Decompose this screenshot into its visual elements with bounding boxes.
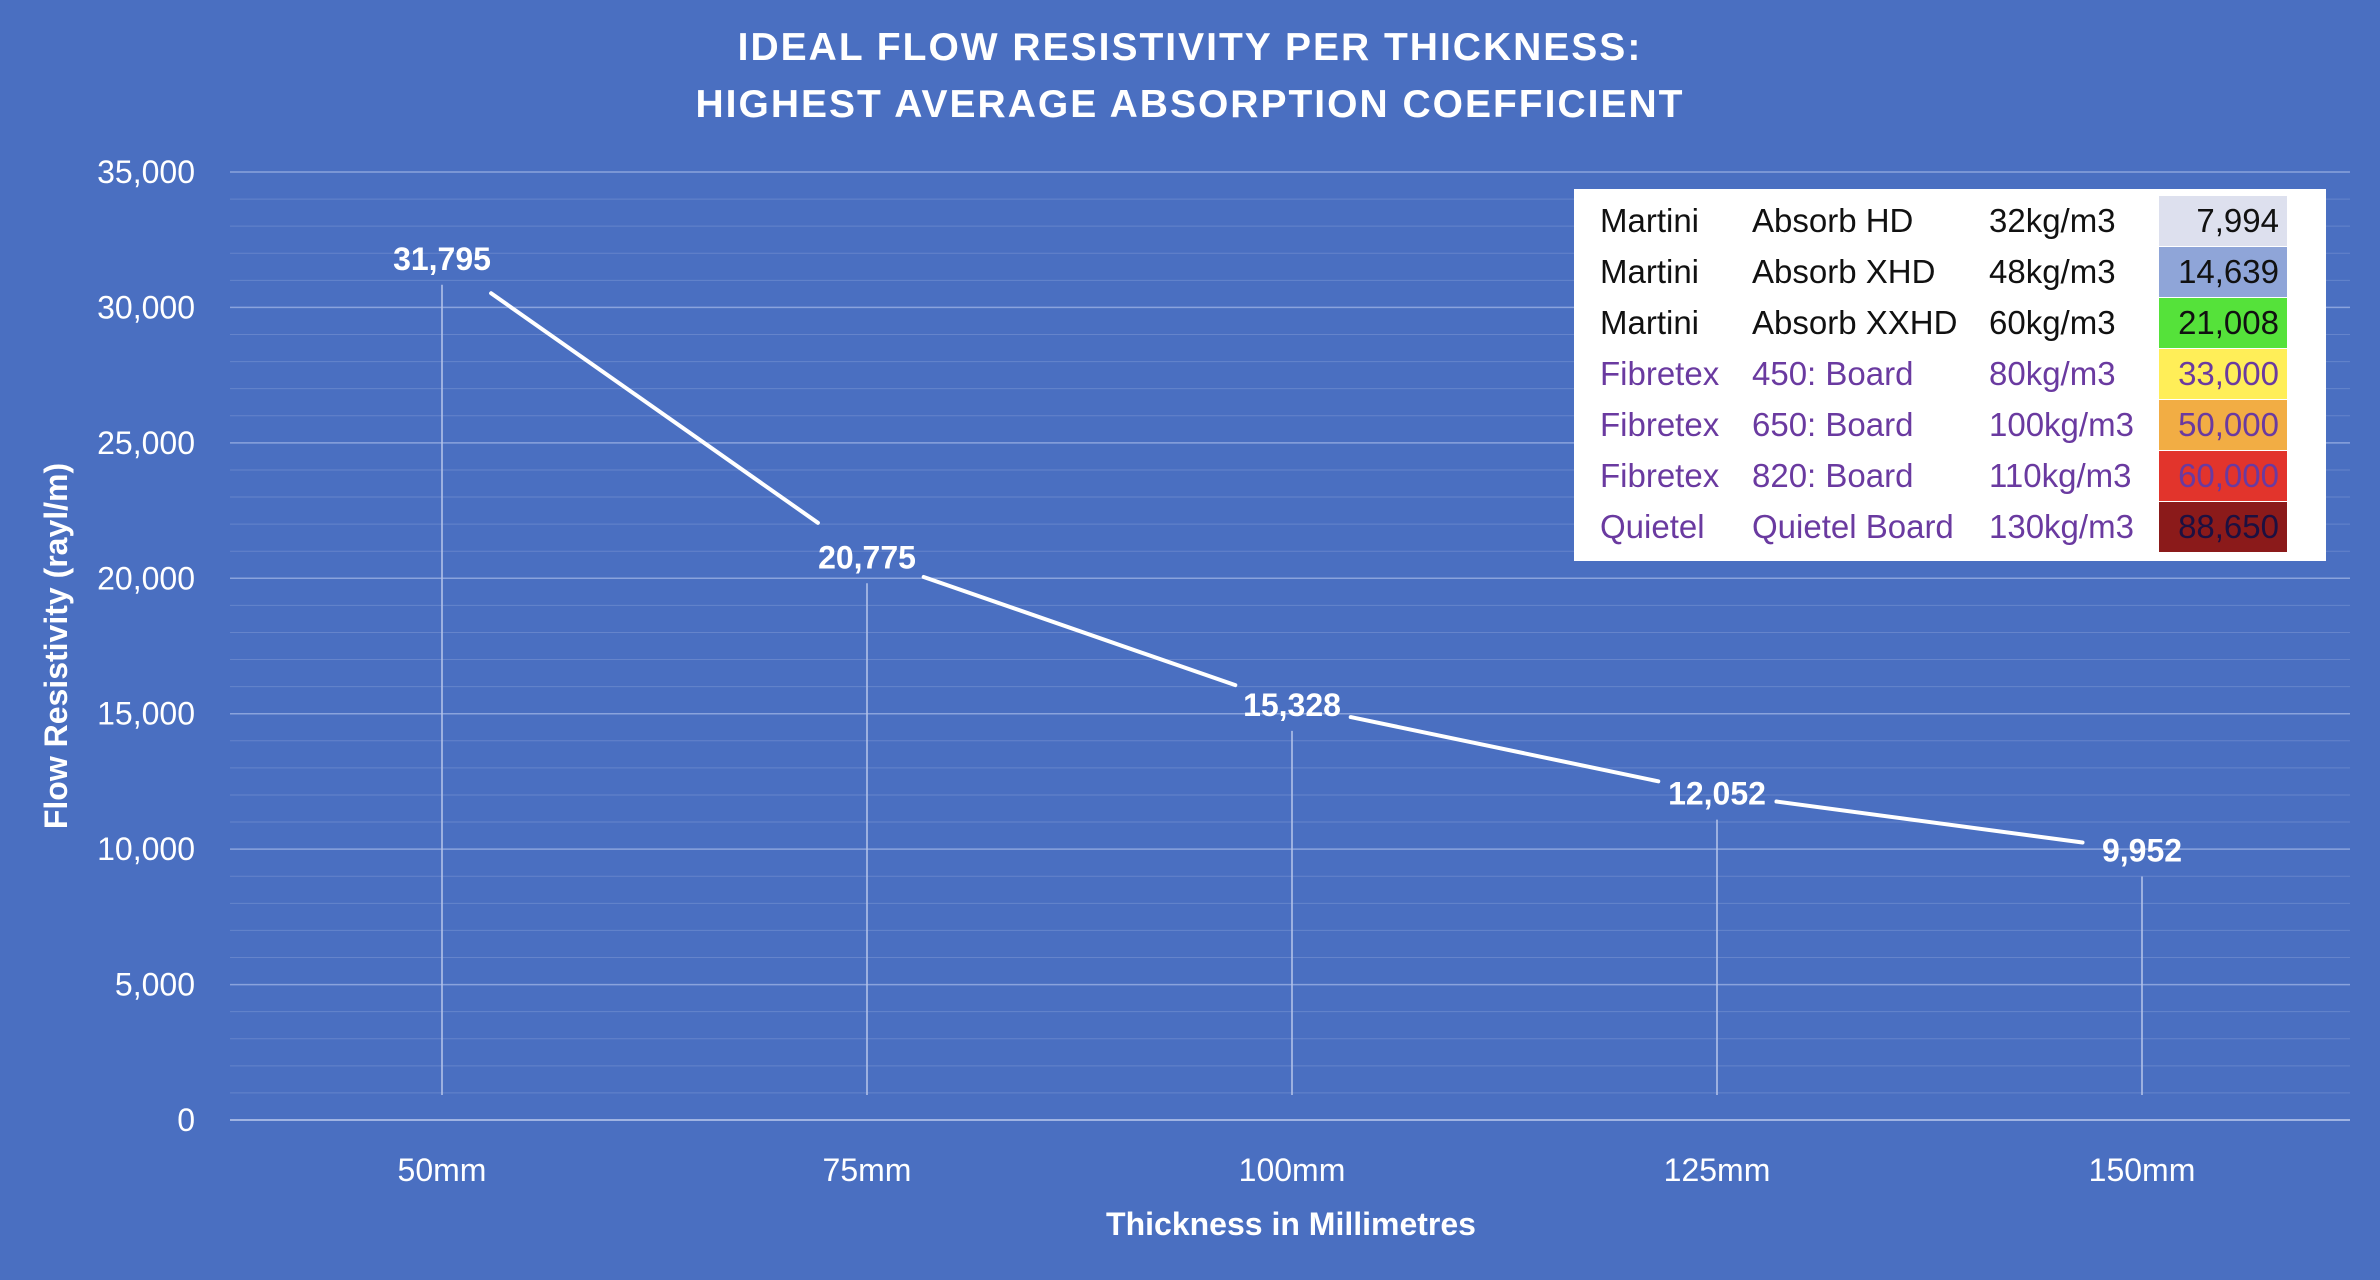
legend-table: Martini Absorb HD 32kg/m3 7,994 Martini Absor… — [1574, 189, 2326, 561]
legend-row: Fibretex 820: Board 110kg/m3 60,000 — [1574, 450, 2326, 501]
data-label: 15,328 — [1243, 687, 1341, 723]
line-segment — [921, 574, 1238, 688]
legend-product: 820: Board — [1752, 456, 1914, 494]
x-tick-label: 50mm — [398, 1152, 487, 1188]
legend-brand: Fibretex — [1600, 354, 1720, 392]
data-label: 12,052 — [1668, 776, 1766, 812]
legend-density: 60kg/m3 — [1989, 303, 2116, 341]
legend-row: Fibretex 650: Board 100kg/m3 50,000 — [1574, 399, 2326, 450]
legend-value: 60,000 — [2159, 450, 2287, 501]
legend-product: Absorb HD — [1752, 201, 1914, 239]
x-axis-label: Thickness in Millimetres — [1106, 1206, 1476, 1242]
y-tick-label: 0 — [177, 1102, 195, 1138]
legend-density: 100kg/m3 — [1989, 405, 2134, 443]
y-tick-label: 15,000 — [97, 696, 195, 732]
legend-value: 50,000 — [2159, 399, 2287, 450]
data-labels: 31,795 20,775 15,328 12,052 9,952 — [393, 241, 2182, 869]
line-segment — [1348, 715, 1661, 784]
y-tick-label: 30,000 — [97, 289, 195, 325]
series-line — [489, 291, 2085, 845]
legend-brand: Martini — [1600, 303, 1700, 341]
chart-title-line-2: HIGHEST AVERAGE ABSORPTION COEFFICIENT — [696, 83, 1685, 126]
x-tick-label: 125mm — [1664, 1152, 1771, 1188]
data-label: 9,952 — [2102, 832, 2182, 868]
legend-density: 32kg/m3 — [1989, 201, 2116, 239]
x-tick-label: 100mm — [1239, 1152, 1346, 1188]
data-label: 20,775 — [818, 539, 916, 575]
legend-brand: Martini — [1600, 252, 1700, 290]
drop-lines — [441, 284, 2143, 1095]
x-axis-ticks: 50mm 75mm 100mm 125mm 150mm — [398, 1152, 2196, 1188]
y-tick-label: 20,000 — [97, 560, 195, 596]
legend-value: 88,650 — [2159, 501, 2287, 552]
legend-brand: Fibretex — [1600, 456, 1720, 494]
y-axis-ticks: 0 5,000 10,000 15,000 20,000 25,000 30,000 35,0… — [97, 154, 195, 1138]
y-tick-label: 10,000 — [97, 831, 195, 867]
legend-value: 21,008 — [2159, 297, 2287, 348]
legend-product: Absorb XHD — [1752, 252, 1936, 290]
legend-row: Fibretex 450: Board 80kg/m3 33,000 — [1574, 348, 2326, 399]
legend-brand: Quietel — [1600, 507, 1705, 545]
y-tick-label: 5,000 — [115, 967, 195, 1003]
y-tick-label: 25,000 — [97, 425, 195, 461]
x-tick-label: 75mm — [823, 1152, 912, 1188]
chart-title-line-1: IDEAL FLOW RESISTIVITY PER THICKNESS: — [738, 26, 1643, 69]
legend-value: 7,994 — [2159, 195, 2287, 246]
y-axis-label: Flow Resistivity (rayl/m) — [38, 463, 74, 829]
data-label: 31,795 — [393, 241, 491, 277]
line-segment — [1774, 799, 2085, 845]
legend-product: Quietel Board — [1752, 507, 1954, 545]
legend-density: 130kg/m3 — [1989, 507, 2134, 545]
legend-value: 14,639 — [2159, 246, 2287, 297]
legend-row: Martini Absorb XHD 48kg/m3 14,639 — [1574, 246, 2326, 297]
y-tick-label: 35,000 — [97, 154, 195, 190]
line-segment — [489, 291, 820, 525]
legend-density: 110kg/m3 — [1989, 456, 2132, 494]
legend-value: 33,000 — [2159, 348, 2287, 399]
legend-brand: Martini — [1600, 201, 1700, 239]
x-tick-label: 150mm — [2089, 1152, 2196, 1188]
legend-row: Martini Absorb XXHD 60kg/m3 21,008 — [1574, 297, 2326, 348]
legend-product: 450: Board — [1752, 354, 1914, 392]
legend-density: 48kg/m3 — [1989, 252, 2116, 290]
legend-product: 650: Board — [1752, 405, 1914, 443]
legend-product: Absorb XXHD — [1752, 303, 1958, 341]
legend-row: Martini Absorb HD 32kg/m3 7,994 — [1574, 195, 2326, 246]
legend-brand: Fibretex — [1600, 405, 1720, 443]
legend-row: Quietel Quietel Board 130kg/m3 88,650 — [1574, 501, 2326, 552]
legend-density: 80kg/m3 — [1989, 354, 2116, 392]
